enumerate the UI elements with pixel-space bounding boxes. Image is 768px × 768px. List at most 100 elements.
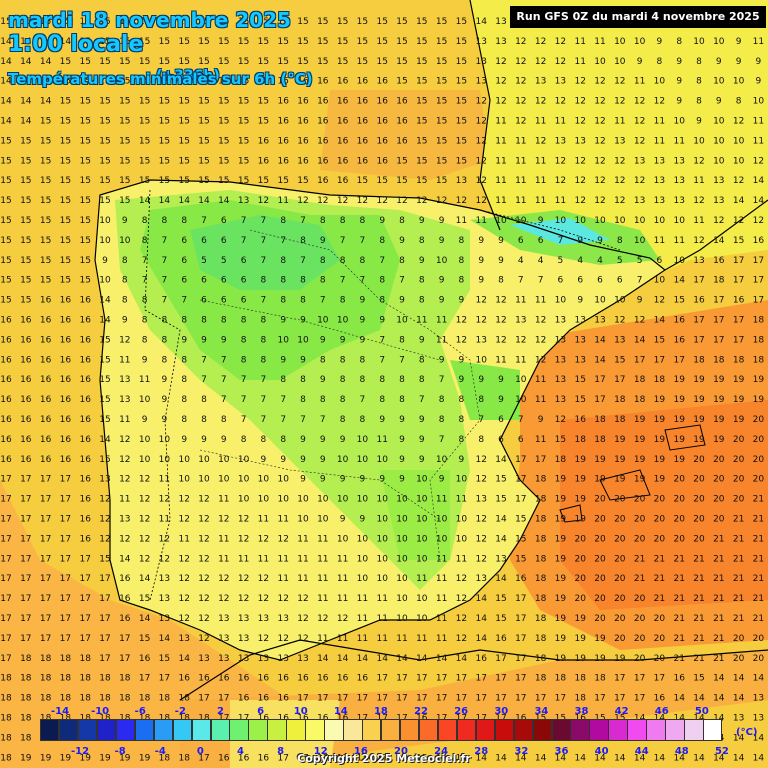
grid-value: 15 — [337, 37, 348, 47]
grid-value: 18 — [79, 714, 91, 724]
grid-value: 11 — [495, 355, 506, 365]
grid-value: 8 — [360, 415, 366, 425]
grid-value: 15 — [99, 97, 110, 107]
grid-value: 10 — [594, 57, 606, 67]
grid-value: 9 — [162, 395, 168, 405]
grid-value: 15 — [456, 136, 467, 146]
grid-value: 10 — [139, 455, 151, 465]
grid-value: 9 — [280, 316, 286, 326]
grid-value: 12 — [119, 455, 130, 465]
grid-value: 15 — [139, 176, 150, 186]
grid-value: 9 — [419, 335, 425, 345]
grid-value: 16 — [297, 77, 309, 87]
grid-value: 12 — [396, 196, 407, 206]
legend-swatch — [494, 719, 515, 741]
grid-value: 15 — [0, 136, 11, 146]
grid-value: 18 — [159, 753, 171, 763]
grid-value: 15 — [40, 17, 51, 27]
grid-value: 10 — [733, 136, 745, 146]
legend-top-label: 46 — [654, 706, 669, 717]
grid-value: 11 — [594, 37, 605, 47]
grid-value: 19 — [574, 455, 586, 465]
grid-value: 14 — [495, 574, 507, 584]
grid-value: 21 — [733, 534, 744, 544]
grid-value: 15 — [99, 196, 110, 206]
grid-value: 7 — [280, 415, 286, 425]
grid-value: 9 — [320, 375, 326, 385]
grid-value: 13 — [654, 196, 665, 206]
grid-value: 10 — [456, 475, 468, 485]
grid-value: 18 — [555, 455, 567, 465]
grid-value: 9 — [379, 475, 385, 485]
grid-value: 10 — [436, 534, 448, 544]
grid-value: 15 — [277, 17, 288, 27]
ibiza-outline — [559, 504, 583, 523]
grid-value: 17 — [79, 574, 90, 584]
grid-value: 17 — [20, 475, 31, 485]
grid-value: 11 — [119, 355, 130, 365]
grid-value: 9 — [756, 77, 762, 87]
grid-value: 16 — [317, 117, 329, 127]
grid-value: 10 — [119, 236, 131, 246]
grid-value: 15 — [416, 97, 427, 107]
grid-value: 14 — [139, 574, 151, 584]
grid-value: 16 — [40, 296, 52, 306]
grid-value: 16 — [139, 654, 151, 664]
grid-value: 20 — [594, 554, 606, 564]
grid-value: 14 — [713, 674, 725, 684]
grid-value: 6 — [597, 276, 603, 286]
grid-value: 10 — [555, 216, 567, 226]
grid-value: 19 — [753, 395, 765, 405]
pyrenees-border — [479, 209, 621, 251]
grid-value: 9 — [478, 276, 484, 286]
grid-value: 8 — [736, 97, 742, 107]
legend-swatch — [153, 719, 174, 741]
grid-value: 12 — [495, 97, 506, 107]
grid-value: 17 — [79, 634, 90, 644]
grid-value: 6 — [518, 236, 524, 246]
grid-value: 19 — [673, 395, 685, 405]
grid-value: 10 — [258, 495, 270, 505]
grid-value: 15 — [119, 196, 130, 206]
grid-value: 19 — [574, 634, 586, 644]
grid-value: 15 — [40, 216, 51, 226]
grid-value: 16 — [0, 395, 12, 405]
grid-value: 7 — [518, 276, 524, 286]
grid-value: 14 — [0, 117, 12, 127]
grid-value: 15 — [178, 57, 189, 67]
grid-value: 16 — [337, 97, 349, 107]
grid-value: 14 — [436, 654, 448, 664]
grid-value: 15 — [99, 57, 110, 67]
grid-value: 11 — [753, 117, 764, 127]
grid-value: 7 — [241, 415, 247, 425]
grid-value: 15 — [99, 355, 110, 365]
grid-value: 10 — [317, 316, 329, 326]
grid-value: 16 — [238, 694, 250, 704]
grid-value: 16 — [515, 574, 527, 584]
grid-value: 12 — [376, 196, 387, 206]
grid-value: 7 — [360, 236, 366, 246]
legend-swatch — [115, 719, 136, 741]
grid-value: 9 — [597, 236, 603, 246]
grid-value: 12 — [119, 534, 130, 544]
grid-value: 12 — [594, 117, 605, 127]
grid-value: 12 — [475, 136, 486, 146]
grid-value: 10 — [238, 455, 250, 465]
grid-value: 11 — [614, 117, 625, 127]
grid-value: 10 — [198, 475, 210, 485]
grid-value: 10 — [733, 156, 745, 166]
grid-value: 15 — [79, 37, 90, 47]
grid-value: 16 — [277, 694, 289, 704]
grid-value: 21 — [753, 495, 764, 505]
grid-value: 17 — [515, 674, 526, 684]
grid-value: 14 — [654, 316, 666, 326]
grid-value: 15 — [99, 415, 110, 425]
grid-value: 18 — [20, 654, 32, 664]
grid-value: 20 — [693, 495, 705, 505]
grid-value: 5 — [637, 256, 643, 266]
grid-value: 11 — [753, 136, 764, 146]
grid-value: 7 — [241, 216, 247, 226]
grid-value: 17 — [238, 714, 249, 724]
grid-value: 15 — [456, 97, 467, 107]
grid-value: 13 — [238, 196, 249, 206]
